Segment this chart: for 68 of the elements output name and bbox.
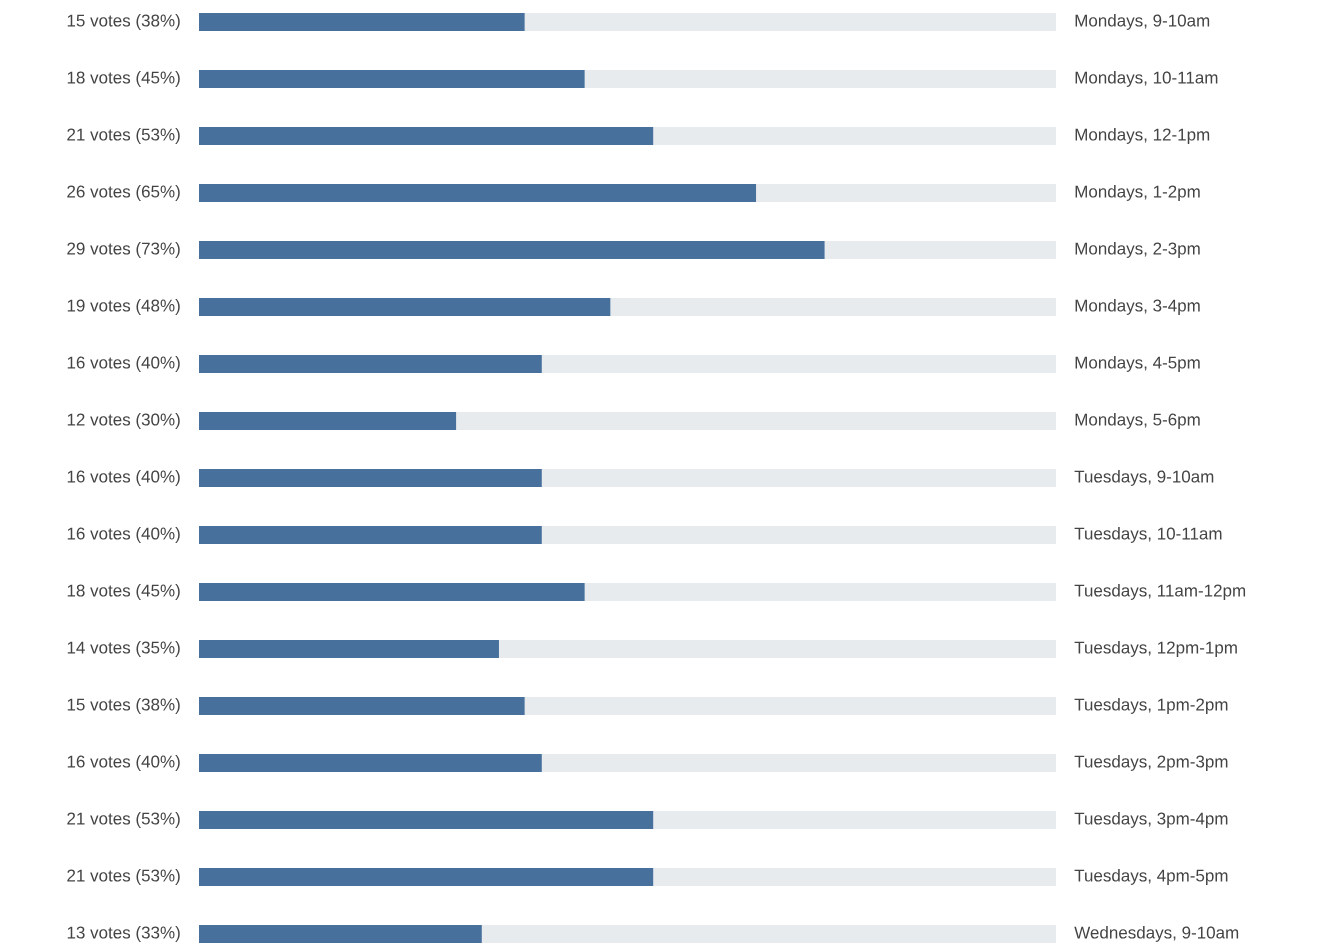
data-label: 18 votes (45%) bbox=[67, 71, 180, 87]
bar bbox=[199, 754, 542, 772]
data-label: 29 votes (73%) bbox=[67, 242, 180, 258]
y-tick-label: Tuesdays, 2pm-3pm bbox=[1074, 755, 1228, 771]
y-tick-label: Tuesdays, 12pm-1pm bbox=[1074, 641, 1237, 657]
y-tick-label: Mondays, 3-4pm bbox=[1075, 299, 1200, 315]
bar bbox=[756, 184, 1057, 202]
data-label: 19 votes (48%) bbox=[67, 299, 180, 315]
bar bbox=[199, 583, 585, 601]
bar bbox=[524, 13, 1057, 31]
data-label: 15 votes (38%) bbox=[67, 698, 180, 714]
y-tick-label: Mondays, 12-1pm bbox=[1075, 128, 1210, 144]
y-tick-label: Tuesdays, 10-11am bbox=[1074, 527, 1222, 543]
bar bbox=[610, 298, 1057, 316]
data-label: 26 votes (65%) bbox=[67, 185, 180, 201]
bar bbox=[199, 925, 482, 943]
data-label: 18 votes (45%) bbox=[67, 584, 180, 600]
y-tick-label: Wednesdays, 9-10am bbox=[1074, 926, 1239, 942]
bar bbox=[584, 583, 1057, 601]
bar bbox=[541, 469, 1057, 487]
bar bbox=[653, 811, 1057, 829]
bar bbox=[199, 412, 457, 430]
bar bbox=[199, 811, 654, 829]
bar bbox=[199, 70, 585, 88]
y-tick-label: Mondays, 5-6pm bbox=[1075, 413, 1200, 429]
bar bbox=[498, 640, 1057, 658]
data-label: 13 votes (33%) bbox=[67, 926, 180, 942]
data-label: 16 votes (40%) bbox=[67, 470, 180, 486]
bar bbox=[456, 412, 1057, 430]
data-label: 16 votes (40%) bbox=[67, 755, 180, 771]
data-label: 15 votes (38%) bbox=[67, 14, 180, 30]
bar bbox=[199, 697, 525, 715]
data-label: 16 votes (40%) bbox=[67, 356, 180, 372]
bar bbox=[199, 241, 825, 259]
data-label: 21 votes (53%) bbox=[67, 128, 180, 144]
y-tick-label: Mondays, 4-5pm bbox=[1075, 356, 1200, 372]
y-tick-label: Tuesdays, 9-10am bbox=[1074, 470, 1214, 486]
data-label: 16 votes (40%) bbox=[67, 527, 180, 543]
bar bbox=[524, 697, 1057, 715]
y-tick-label: Tuesdays, 3pm-4pm bbox=[1074, 812, 1228, 828]
bar bbox=[481, 925, 1057, 943]
bar bbox=[199, 355, 542, 373]
bar bbox=[653, 868, 1057, 887]
bar bbox=[199, 469, 542, 487]
bar bbox=[199, 298, 611, 316]
y-tick-label: Mondays, 9-10am bbox=[1075, 14, 1210, 30]
y-tick-label: Tuesdays, 1pm-2pm bbox=[1074, 698, 1228, 714]
bar bbox=[199, 184, 757, 202]
data-label: 12 votes (30%) bbox=[67, 413, 180, 429]
data-label: 14 votes (35%) bbox=[67, 641, 180, 657]
bar bbox=[653, 127, 1057, 145]
bar bbox=[199, 526, 542, 544]
bar bbox=[541, 355, 1057, 373]
y-tick-label: Tuesdays, 4pm-5pm bbox=[1074, 869, 1228, 885]
y-tick-label: Tuesdays, 11am-12pm bbox=[1074, 584, 1246, 600]
bar bbox=[199, 868, 654, 887]
y-tick-label: Mondays, 10-11am bbox=[1075, 71, 1218, 87]
bar bbox=[824, 241, 1057, 259]
data-label: 21 votes (53%) bbox=[67, 812, 180, 828]
bar bbox=[584, 70, 1057, 88]
data-label: 21 votes (53%) bbox=[67, 869, 180, 885]
bar bbox=[541, 526, 1057, 544]
bar bbox=[199, 13, 525, 31]
y-tick-label: Mondays, 1-2pm bbox=[1075, 185, 1200, 201]
y-tick-label: Mondays, 2-3pm bbox=[1075, 242, 1200, 258]
bar bbox=[199, 127, 654, 145]
bar bbox=[199, 640, 499, 658]
bar bbox=[541, 754, 1057, 772]
